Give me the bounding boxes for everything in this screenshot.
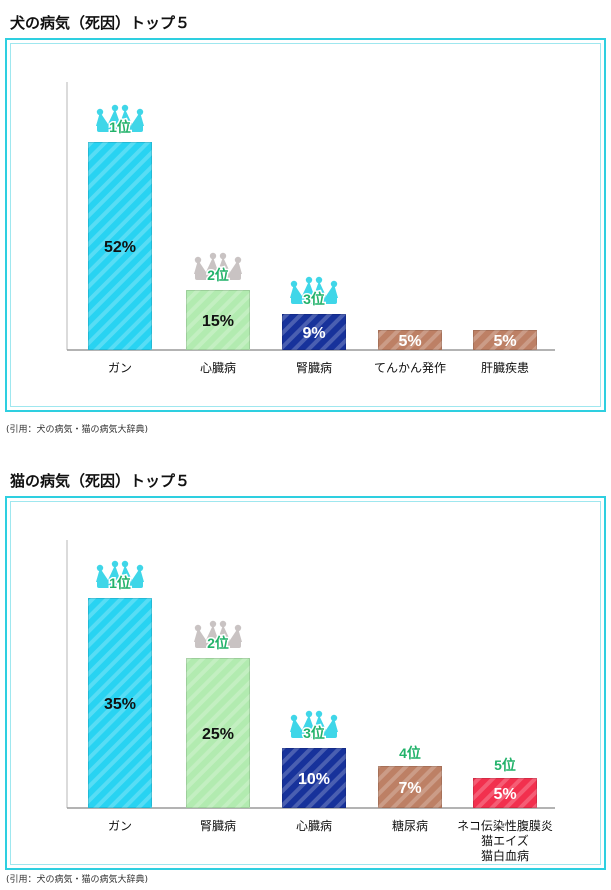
cat-chart-title: 猫の病気（死因）トップ５ (10, 472, 191, 490)
dog-chart-title: 犬の病気（死因）トップ５ (10, 14, 191, 32)
dog-bar-outline-5 (473, 330, 537, 350)
cat-bar-outline-4 (378, 766, 442, 808)
cat-bar-outline-5 (473, 778, 537, 808)
cat-value-label-5: 5% (493, 786, 516, 803)
dog-value-label-4: 5% (398, 333, 421, 350)
cat-value-label-4: 7% (398, 780, 421, 797)
dog-category-label-3: 腎臓病 (296, 360, 332, 375)
cat-category-label-4: 糖尿病 (392, 818, 428, 833)
dog-value-label-2: 15% (202, 313, 234, 330)
cat-rank-label-2: 2位 (207, 635, 229, 651)
dog-bar-stripes-4 (378, 330, 442, 350)
cat-bar-outline-3 (282, 748, 346, 808)
dog-bar-stripes-5 (473, 330, 537, 350)
dog-rank-label-1: 1位 (109, 119, 131, 135)
dog-category-label-2: 心臓病 (200, 360, 236, 375)
dog-bar-outline-3 (282, 314, 346, 350)
dog-bar-outline-4 (378, 330, 442, 350)
cat-citation: (引用：犬の病気・猫の病気大辞典) (6, 875, 149, 885)
dog-category-label-5: 肝臓疾患 (481, 360, 529, 375)
cat-value-label-1: 35% (104, 696, 136, 713)
dog-citation: (引用：犬の病気・猫の病気大辞典) (6, 425, 149, 435)
cat-category-label-1: ガン (108, 819, 132, 833)
dog-crown-icon-1 (96, 104, 144, 132)
cat-crown-icon-2 (194, 620, 242, 648)
cat-category-label-5: ネコ伝染性腹膜炎猫エイズ猫白血病 (457, 818, 553, 863)
dog-category-label-4: てんかん発作 (374, 361, 446, 375)
dog-bar-stripes-3 (282, 314, 346, 350)
cat-bar-stripes-4 (378, 766, 442, 808)
cat-crown-icon-3 (290, 710, 338, 738)
cat-bar-stripes-3 (282, 748, 346, 808)
cat-category-label-2: 腎臓病 (200, 818, 236, 833)
cat-bar-outline-2 (186, 658, 250, 808)
dog-bar-stripes-1 (88, 142, 152, 350)
dog-value-label-3: 9% (302, 325, 325, 342)
cat-rank-label-5: 5位 (494, 757, 516, 773)
dog-rank-label-3: 3位 (303, 291, 325, 307)
dog-crown-icon-3 (290, 276, 338, 304)
dog-value-label-5: 5% (493, 333, 516, 350)
cat-rank-label-4: 4位 (399, 745, 421, 761)
dog-bar-outline-1 (88, 142, 152, 350)
dog-category-label-1: ガン (108, 361, 132, 375)
cat-crown-icon-1 (96, 560, 144, 588)
dog-chart-frame: 52% 1位ガン 15% 2位心臓病 9% 3位腎臓病 5% てんかん発作 5% 肝臓疾患 (5, 38, 606, 412)
dog-crown-icon-2 (194, 252, 242, 280)
cat-bar-stripes-1 (88, 598, 152, 808)
cat-rank-label-1: 1位 (109, 575, 131, 591)
cat-value-label-3: 10% (298, 771, 330, 788)
cat-bar-stripes-5 (473, 778, 537, 808)
cat-rank-label-3: 3位 (303, 725, 325, 741)
dog-value-label-1: 52% (104, 239, 136, 256)
dog-rank-label-2: 2位 (207, 267, 229, 283)
cat-category-label-3: 心臓病 (296, 818, 332, 833)
dog-bar-stripes-2 (186, 290, 250, 350)
cat-bar-stripes-2 (186, 658, 250, 808)
cat-chart-frame: 35% 1位ガン 25% 2位腎臓病 10% 3位心臓病 7% 4位糖尿病 5% 5位ネコ伝染性腹… (5, 496, 606, 870)
cat-value-label-2: 25% (202, 726, 234, 743)
cat-bar-outline-1 (88, 598, 152, 808)
dog-bar-outline-2 (186, 290, 250, 350)
